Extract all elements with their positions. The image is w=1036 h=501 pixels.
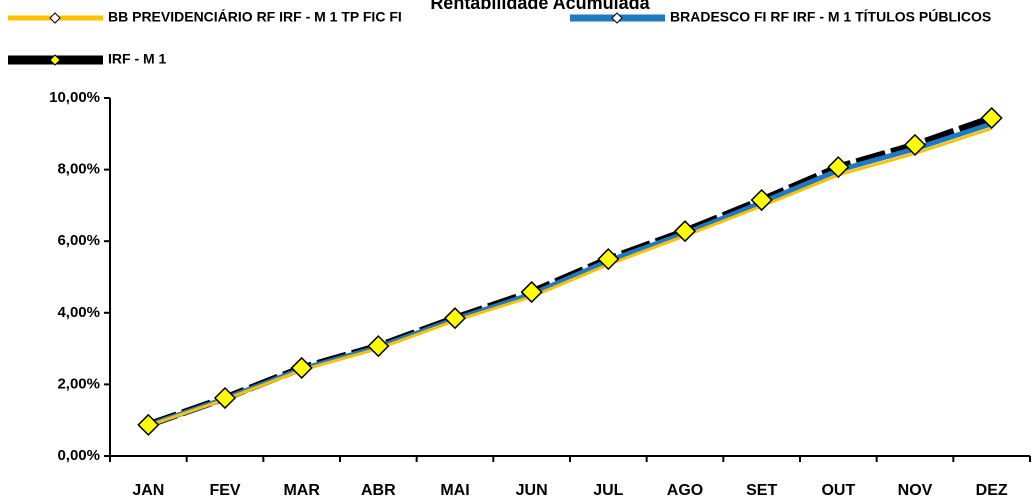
- x-tick-label: JUN: [516, 482, 548, 499]
- marker: [597, 248, 620, 271]
- legend-marker: [49, 12, 61, 24]
- legend-marker: [611, 12, 623, 24]
- x-tick-label: MAR: [283, 482, 320, 499]
- x-tick-label: ABR: [361, 482, 396, 499]
- x-tick-label: OUT: [821, 482, 855, 499]
- y-tick-label: 10,00%: [49, 89, 100, 106]
- marker: [903, 133, 927, 156]
- x-tick-label: AGO: [667, 482, 703, 499]
- y-tick-label: 4,00%: [57, 304, 100, 321]
- marker: [520, 280, 543, 304]
- legend-label: BRADESCO FI RF IRF - M 1 TÍTULOS PÚBLICO…: [670, 8, 991, 25]
- marker: [213, 386, 237, 410]
- marker: [750, 188, 773, 212]
- y-tick-label: 0,00%: [57, 447, 100, 464]
- y-tick-label: 8,00%: [57, 161, 100, 178]
- marker: [367, 335, 390, 358]
- x-tick-label: FEV: [209, 482, 240, 499]
- marker: [443, 307, 467, 330]
- marker: [673, 220, 697, 243]
- series-line: [147, 127, 993, 427]
- x-tick-label: DEZ: [976, 482, 1008, 499]
- marker: [980, 106, 1003, 130]
- x-tick-label: JAN: [132, 482, 164, 499]
- legend-label: BB PREVIDENCIÁRIO RF IRF - M 1 TP FIC FI: [108, 9, 402, 25]
- y-tick-label: 6,00%: [57, 232, 100, 249]
- x-tick-label: SET: [746, 482, 777, 499]
- y-tick-label: 2,00%: [57, 375, 100, 392]
- x-tick-label: JUL: [593, 482, 623, 499]
- x-tick-label: MAI: [440, 482, 469, 499]
- chart-title: Rentabilidade Acumulada: [430, 0, 650, 13]
- x-tick-label: NOV: [898, 482, 933, 499]
- marker: [827, 156, 850, 179]
- marker: [137, 413, 160, 436]
- legend-marker: [49, 54, 61, 66]
- legend-label: IRF - M 1: [108, 51, 167, 67]
- marker: [290, 356, 313, 379]
